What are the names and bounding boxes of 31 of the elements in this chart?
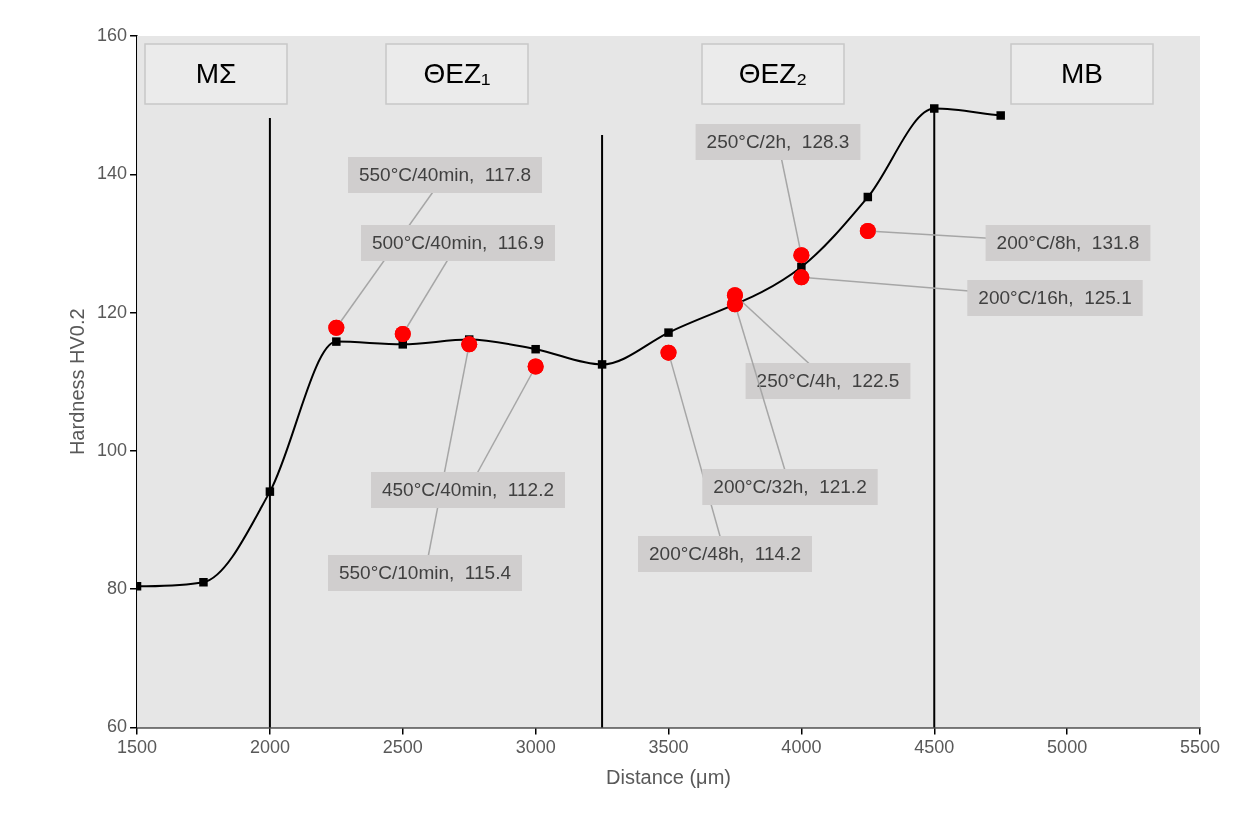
annotation: ΜΒ [1061,57,1103,89]
y-tick-label: 80 [107,578,128,599]
data-label: 200°C/16h, 125.1 [978,287,1132,309]
y-tick-label: 120 [96,301,128,322]
y-axis-title: Hardness HV0.2 [65,308,88,456]
y-tick-label: 100 [96,439,128,460]
x-tick-label: 5000 [1047,737,1088,758]
y-tick-label: 60 [107,716,128,737]
x-axis-title: Distance (μm) [606,765,731,788]
y-tick-label: 160 [96,24,128,45]
x-tick-label: 5500 [1179,737,1221,758]
x-tick-label: 3000 [515,737,556,758]
x-tick-label: 1500 [117,737,158,758]
data-label: 550°C/40min, 117.8 [358,164,532,186]
annotation: ΘΕΖ₂ [738,57,808,89]
data-label: 500°C/40min, 116.9 [371,232,545,254]
data-label: 200°C/48h, 114.2 [649,543,801,565]
y-tick-label: 140 [96,163,128,184]
data-label: 250°C/2h, 128.3 [706,131,850,153]
x-tick-label: 4500 [914,737,955,758]
data-label: 200°C/32h, 121.2 [713,476,867,498]
x-tick-label: 2000 [249,737,290,758]
data-label: 200°C/8h, 131.8 [996,232,1140,254]
x-tick-label: 2500 [382,737,423,758]
x-tick-label: 3500 [648,737,689,758]
x-tick-label: 4000 [781,737,822,758]
annotation: ΜΣ [195,57,237,89]
data-label: 550°C/10min, 115.4 [338,562,512,584]
data-label: 450°C/40min, 112.2 [381,479,555,501]
data-label: 250°C/4h, 122.5 [756,370,900,392]
annotation: ΘΕΖ₁ [423,57,491,89]
